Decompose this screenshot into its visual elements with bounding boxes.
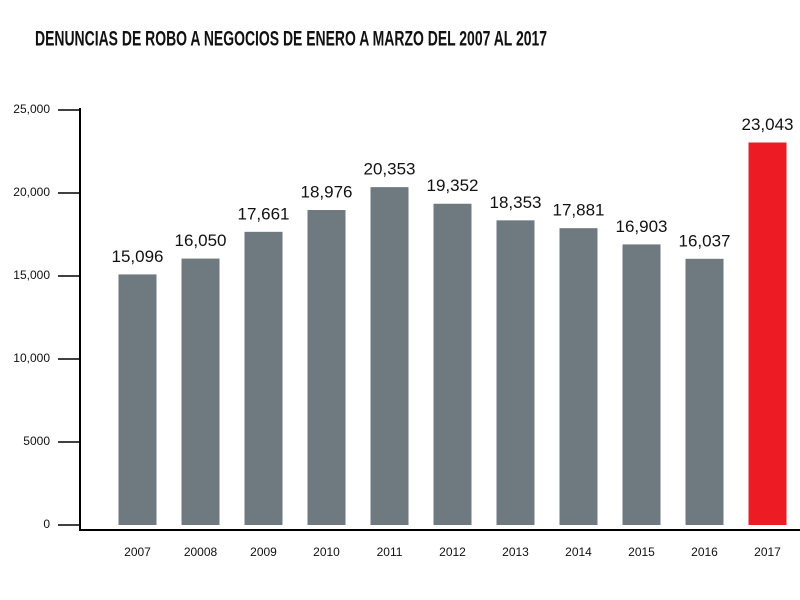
value-label: 16,903 [616,217,668,236]
x-tick-label: 2016 [691,545,718,559]
value-label: 18,976 [301,182,353,201]
bar [307,209,346,525]
bar [748,142,787,525]
y-tick-label: 10,000 [13,351,50,365]
y-tick-label: 0 [43,517,50,531]
value-label: 18,353 [490,193,542,212]
x-tick-label: 2009 [250,545,277,559]
x-tick-label: 2013 [502,545,529,559]
value-label: 16,037 [679,231,731,250]
x-tick-label: 2015 [628,545,655,559]
y-tick-label: 25,000 [13,102,50,116]
bar [433,203,472,525]
x-tick-label: 2014 [565,545,592,559]
bar [622,244,661,525]
bar [118,274,157,525]
value-label: 16,050 [175,231,227,250]
x-tick-label: 2011 [377,545,403,559]
chart-title: DENUNCIAS DE ROBO A NEGOCIOS DE ENERO A … [35,28,547,51]
y-tick-label: 20,000 [13,185,50,199]
value-label: 17,661 [238,204,290,223]
bar [559,228,598,525]
x-tick-label: 20008 [184,545,218,559]
bar [244,231,283,525]
value-label: 19,352 [427,176,479,195]
y-tick-label: 15,000 [13,268,50,282]
value-label: 23,043 [742,115,794,134]
value-label: 15,096 [112,247,164,266]
y-tick-label: 5000 [23,434,50,448]
bar [685,258,724,525]
x-tick-label: 2010 [313,545,340,559]
x-tick-label: 2012 [439,545,466,559]
bar [496,220,535,525]
bar [181,258,220,525]
value-label: 17,881 [553,201,605,220]
x-tick-label: 2007 [124,545,151,559]
x-tick-label: 2017 [754,545,781,559]
value-label: 20,353 [364,160,416,179]
bar [370,187,409,525]
